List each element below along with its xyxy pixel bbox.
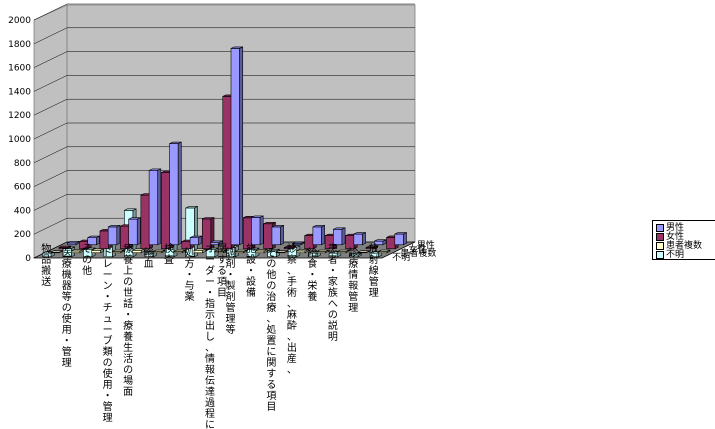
bar [230, 46, 244, 246]
legend: 男性 女性 患者複数 不明 [652, 220, 715, 260]
bar [377, 249, 391, 254]
gridline [33, 122, 415, 140]
bar [365, 245, 379, 250]
bar [58, 245, 72, 250]
y-tick-label: 1400 [8, 87, 31, 97]
bar [283, 245, 297, 250]
legend-swatch [656, 223, 664, 232]
bar [214, 249, 227, 254]
category-label: 給食・栄養 [307, 246, 317, 303]
bar [50, 250, 63, 254]
category-label: 診療情報管理 [348, 246, 358, 314]
legend-swatch [656, 232, 664, 241]
category-label: 患者・家族への説明 [328, 243, 338, 343]
bar [251, 215, 264, 246]
category-label: 放射線管理 [369, 242, 379, 299]
bar [316, 249, 329, 254]
bar [169, 141, 182, 246]
chart-side-wall [33, 4, 68, 259]
gridline [33, 75, 415, 92]
bar [210, 240, 223, 246]
legend-item: 患者複数 [656, 241, 702, 252]
y-tick-label: 600 [14, 183, 31, 193]
category-label: ドレーン・チューブ類の使用・管理 [103, 248, 113, 424]
category-label: その他の治療、処置に関する項目 [266, 247, 276, 413]
y-tick-label: 1600 [8, 64, 31, 74]
bar [337, 249, 350, 254]
bar [255, 248, 268, 254]
y-tick-label: 400 [14, 206, 31, 216]
bar [312, 224, 325, 246]
gridline [33, 98, 415, 116]
legend-label: 患者複数 [666, 241, 703, 251]
gridline [33, 51, 415, 68]
category-label: 施設・設備 [246, 242, 256, 299]
depth-label: 女性 [409, 243, 427, 255]
bar [333, 227, 346, 246]
bar [193, 248, 207, 254]
depth-label: 男性 [417, 239, 435, 251]
bar [275, 250, 288, 254]
depth-label: 患者複数 [400, 247, 436, 259]
bar [173, 249, 186, 254]
bar [148, 168, 162, 246]
legend-item: 男性 [656, 223, 684, 234]
gridline [33, 170, 415, 187]
category-label: 輸血 [144, 246, 154, 270]
y-tick-label: 0 [25, 254, 31, 264]
legend-item: 女性 [656, 232, 684, 243]
category-label: 診察、手術、麻酔、出産、 [287, 242, 297, 376]
gridline [33, 146, 415, 164]
bar [349, 252, 362, 258]
y-tick-label: 1000 [8, 135, 31, 145]
bar [292, 241, 305, 246]
legend-item: 不明 [656, 250, 684, 261]
bar [70, 248, 84, 254]
category-label: 処方・与薬 [185, 246, 195, 303]
y-tick-label: 1800 [8, 40, 31, 50]
bar [111, 249, 125, 254]
bars [42, 46, 407, 258]
gridline [33, 27, 415, 45]
category-label: 医療機器等の使用・管理 [62, 247, 72, 369]
bar [234, 249, 248, 254]
bar [66, 240, 80, 246]
bar [107, 224, 121, 246]
legend-label: 不明 [666, 250, 685, 260]
category-label: オーダー・指示出し、情報伝達過程に関する項目 [205, 243, 227, 429]
y-tick-label: 2000 [8, 16, 31, 26]
depth-label: 不明 [392, 252, 410, 263]
bar [353, 232, 366, 246]
bar [189, 235, 203, 246]
gridline [33, 194, 415, 211]
bar [128, 217, 141, 246]
category-label: 調剤・製剤管理等 [225, 246, 235, 336]
bar [152, 249, 166, 254]
y-tick-label: 1200 [8, 111, 31, 121]
category-label: 物品搬送 [41, 242, 51, 288]
legend-label: 男性 [666, 223, 685, 233]
bar [394, 232, 407, 246]
y-axis-ticks: 0 200 400 600 800 1000 1200 1400 1600 1800 2000 [8, 16, 31, 264]
legend-swatch [656, 241, 664, 250]
gridline [33, 217, 415, 235]
category-label: 検査 [164, 242, 174, 266]
bar [271, 224, 284, 246]
bar [296, 248, 309, 254]
category-label: 療養上の世話・療養生活の場面 [123, 242, 133, 398]
legend-label: 女性 [666, 232, 685, 242]
category-label: その他 [82, 243, 92, 277]
bar [357, 250, 370, 254]
y-tick-label: 200 [14, 230, 31, 240]
bar [374, 239, 387, 246]
y-tick-label: 800 [14, 159, 31, 169]
gridlines [33, 3, 415, 235]
gridline [33, 3, 415, 21]
legend-swatch [656, 250, 664, 259]
bar [87, 235, 100, 246]
